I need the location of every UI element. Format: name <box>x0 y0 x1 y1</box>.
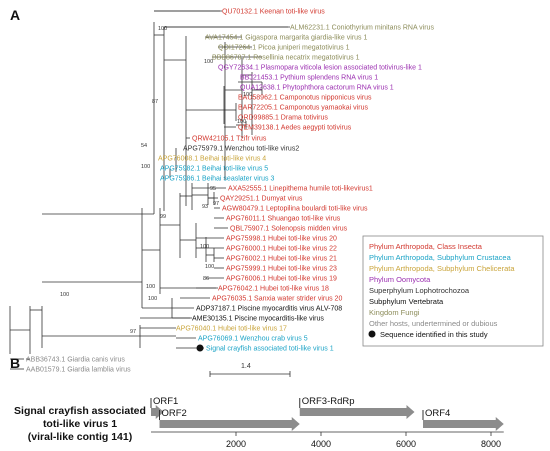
taxon-label: AME30135.1 Piscine myocarditis-like viru… <box>192 316 324 323</box>
panel-b-letter: B <box>10 355 20 371</box>
taxon-label: QOI17264.1 Picoa juniperi megatotivirus … <box>218 45 350 52</box>
taxon-label: APG76042.1 Hubei toti-like virus 18 <box>218 286 329 293</box>
taxon-label: APG75982.1 Beihai toti-like virus 5 <box>160 166 268 173</box>
bootstrap-value: 100 <box>237 119 246 125</box>
taxon-label: APG76000.1 Hubei toti-like virus 22 <box>226 246 337 253</box>
taxon-label: BAR72205.1 Camponotus yamaokai virus <box>238 105 368 112</box>
legend-item: Subphylum Vertebrata <box>369 297 444 306</box>
bootstrap-value: 100 <box>141 164 150 170</box>
orf-label: ORF2 <box>162 408 187 419</box>
orf-arrow <box>423 417 504 431</box>
bootstrap-value: 100 <box>243 92 252 98</box>
study-sequence-marker <box>196 344 204 352</box>
taxon-label: APG76011.1 Shuangao toti-like virus <box>226 216 341 223</box>
taxon-label: AXA52555.1 Linepithema humile toti-likev… <box>228 186 373 193</box>
axis-tick-label: 4000 <box>311 439 331 449</box>
taxon-label: QU70132.1 Keenan toti-like virus <box>222 9 325 16</box>
bootstrap-value: 93 <box>202 204 208 210</box>
legend-item: Sequence identified in this study <box>380 330 488 339</box>
bootstrap-value: 97 <box>130 329 136 335</box>
orf-arrow <box>151 405 164 419</box>
taxon-label: APG76035.1 Sanxia water strider virus 20 <box>212 296 342 303</box>
taxon-label: AGW80479.1 Leptopilina boulardi toti-lik… <box>222 206 368 213</box>
genome-axis: 2000 4000 6000 8000 <box>151 431 504 449</box>
taxon-label: APG75999.1 Hubei toti-like virus 23 <box>226 266 337 273</box>
legend-dot-icon <box>368 330 376 338</box>
scale-bar-label: 1.4 <box>241 363 251 370</box>
legend-item: Kingdom Fungi <box>369 308 420 317</box>
taxon-label: ADP37187.1 Piscine myocarditis virus ALV… <box>196 306 342 313</box>
taxon-label: QUA12638.1 Phytophthora cactorum RNA vir… <box>240 85 394 92</box>
taxon-label: APG76006.1 Hubei toti-like virus 19 <box>226 276 337 283</box>
bootstrap-value: 100 <box>204 59 213 65</box>
genome-title-line: (viral-like contig 141) <box>28 431 132 443</box>
taxon-label: APG75986.1 Beihai seaslater virus 3 <box>160 176 275 183</box>
taxon-label: AVA17454.1 Gigaspora margarita giardia-l… <box>205 35 367 42</box>
bootstrap-value: 86 <box>203 276 209 282</box>
orf-arrow <box>299 405 415 419</box>
orf-label: ORF4 <box>425 408 450 419</box>
taxon-label: AAB01579.1 Giardia lamblia virus <box>26 367 131 374</box>
taxon-label: QRD99885.1 Drama totivirus <box>238 115 328 122</box>
bootstrap-labels: 100 100 100 87 100 54 100 95 97 93 99 100 100 86 100 10… <box>60 26 252 335</box>
taxon-label: APG76008.1 Beihai toti-like virus 4 <box>158 156 266 163</box>
legend-item: Phylum Oomycota <box>369 275 431 284</box>
orf-arrow <box>159 417 300 431</box>
genome-title-line: toti-like virus 1 <box>43 418 117 430</box>
bootstrap-value: 100 <box>200 244 209 250</box>
taxon-label: BAU58962.1 Camponotus nipponicus virus <box>238 95 372 102</box>
taxon-label: APG76002.1 Hubei toti-like virus 21 <box>226 256 337 263</box>
taxon-label: APG76069.1 Wenzhou crab virus 5 <box>198 336 308 343</box>
legend-item: Superphylum Lophotrochozoa <box>369 286 470 295</box>
taxon-label: QBL75907.1 Solenopsis midden virus <box>230 226 348 233</box>
taxon-label: QEM39138.1 Aedes aegypti totivirus <box>238 125 352 132</box>
taxon-label: BBB86787.1 Rosellinia necatrix megatotiv… <box>212 55 360 62</box>
host-legend: Phylum Arthropoda, Class Insecta Phylum A… <box>362 235 544 347</box>
bootstrap-value: 100 <box>60 292 69 298</box>
bootstrap-value: 100 <box>146 284 155 290</box>
bootstrap-value: 100 <box>205 264 214 270</box>
legend-item: Phylum Arthropoda, Subphylum Crustacea <box>369 253 512 262</box>
genome-title-line: Signal crayfish associated <box>14 405 146 417</box>
taxon-label: ABB36743.1 Giardia canis virus <box>26 357 125 364</box>
tree-branches <box>9 10 290 370</box>
taxon-label: BBJ21453.1 Pythium splendens RNA virus 1 <box>240 75 378 82</box>
taxon-label: Signal crayfish associated toti-like vir… <box>206 346 334 353</box>
orf-label: ORF3-RdRp <box>302 396 355 407</box>
taxon-label: APG75979.1 Wenzhou toti-like virus2 <box>183 146 299 153</box>
taxon-label: QAY29251.1 Dumyat virus <box>220 196 303 203</box>
taxon-label: APG76040.1 Hubei toti-like virus 17 <box>176 326 287 333</box>
legend-item: Phylum Arthropoda, Class Insecta <box>369 242 483 251</box>
legend-item: Other hosts, undertermined or dubious <box>369 319 498 328</box>
scale-bar: 1.4 <box>209 363 291 377</box>
bootstrap-value: 95 <box>210 186 216 192</box>
bootstrap-value: 100 <box>158 26 167 32</box>
taxon-label: APG75998.1 Hubei toti-like virus 20 <box>226 236 337 243</box>
bootstrap-value: 87 <box>152 99 158 105</box>
axis-tick-label: 6000 <box>396 439 416 449</box>
bootstrap-value: 100 <box>148 296 157 302</box>
axis-tick-label: 2000 <box>226 439 246 449</box>
taxon-labels: QU70132.1 Keenan toti-like virus ALM62231… <box>26 9 434 374</box>
bootstrap-value: 99 <box>160 214 166 220</box>
bootstrap-value: 97 <box>213 201 219 207</box>
taxon-label: QRW42105.1 Tzifr virus <box>192 136 267 143</box>
taxon-label: ALM62231.1 Coniothyrium minitans RNA vir… <box>290 25 434 32</box>
orf-label: ORF1 <box>153 396 178 407</box>
legend-item: Phylum Arthropoda, Subphylum Chelicerata <box>369 264 515 273</box>
taxon-label: QGY72634.1 Plasmopara viticola lesion as… <box>218 65 422 72</box>
panel-a-letter: A <box>10 7 20 23</box>
axis-tick-label: 8000 <box>481 439 501 449</box>
bootstrap-value: 54 <box>141 143 147 149</box>
